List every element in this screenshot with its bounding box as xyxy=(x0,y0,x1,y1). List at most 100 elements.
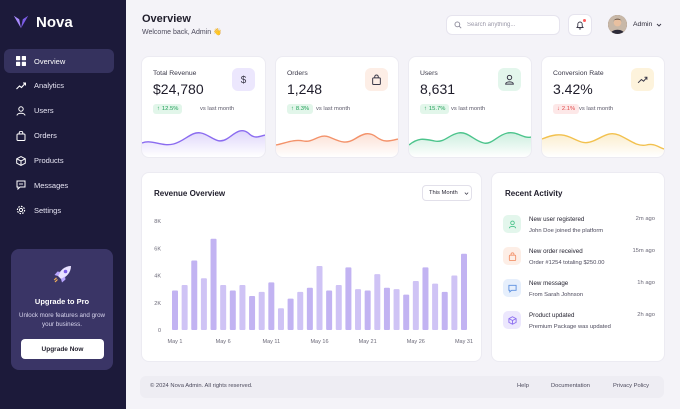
gear-icon xyxy=(16,206,26,215)
sidebar-nav: Overview Analytics Users Orders Products… xyxy=(4,49,114,223)
chat-icon xyxy=(503,279,521,297)
stat-card-revenue: Total Revenue $24,780 ↑ 12.5% vs last mon… xyxy=(141,56,266,158)
activity-item[interactable]: Product updated Premium Package was upda… xyxy=(503,311,655,339)
revenue-bar[interactable] xyxy=(393,289,400,330)
sidebar-item-label: Orders xyxy=(34,131,57,141)
stat-comparison: vs last month xyxy=(316,106,351,112)
revenue-bar[interactable] xyxy=(306,287,313,330)
brand[interactable]: Nova xyxy=(12,13,73,31)
search-input[interactable] xyxy=(467,22,557,28)
revenue-bar[interactable] xyxy=(461,253,467,330)
user-icon xyxy=(16,106,26,116)
revenue-bar[interactable] xyxy=(239,285,246,330)
period-select-value: This Month xyxy=(429,190,458,196)
revenue-bar[interactable] xyxy=(451,275,458,331)
revenue-bar[interactable] xyxy=(229,290,236,330)
page-title: Overview xyxy=(142,13,191,25)
chevron-down-icon[interactable] xyxy=(656,22,662,28)
user-name[interactable]: Admin xyxy=(633,21,653,28)
revenue-bar[interactable] xyxy=(374,274,381,330)
revenue-bar[interactable] xyxy=(258,291,265,330)
revenue-bar[interactable] xyxy=(200,278,207,330)
user-icon xyxy=(498,68,521,91)
revenue-bar[interactable] xyxy=(287,298,294,330)
notifications-button[interactable] xyxy=(568,14,592,36)
stat-change: 2.1% xyxy=(561,106,576,112)
footer-link-help[interactable]: Help xyxy=(517,383,529,389)
footer-link-documentation[interactable]: Documentation xyxy=(551,383,590,389)
revenue-bar[interactable] xyxy=(412,280,419,330)
avatar-image xyxy=(608,15,627,34)
revenue-bar[interactable] xyxy=(422,267,429,330)
y-tick-label: 8K xyxy=(154,219,161,225)
revenue-bar[interactable] xyxy=(316,265,323,330)
stat-change-badge: ↑ 8.3% xyxy=(287,104,314,114)
activity-item[interactable]: New order received Order #1254 totaling … xyxy=(503,247,655,275)
arrow-down-icon: ↓ xyxy=(557,106,560,112)
revenue-bar[interactable] xyxy=(249,295,256,330)
sidebar-item-products[interactable]: Products xyxy=(4,149,114,173)
sidebar-item-users[interactable]: Users xyxy=(4,99,114,123)
activity-description: John Doe joined the platform xyxy=(529,228,604,234)
sidebar-item-overview[interactable]: Overview xyxy=(4,49,114,73)
y-tick-label: 0 xyxy=(158,328,161,334)
x-tick-label: May 16 xyxy=(310,339,328,345)
footer: © 2024 Nova Admin. All rights reserved. … xyxy=(140,376,664,398)
revenue-bar[interactable] xyxy=(277,308,284,330)
revenue-bar[interactable] xyxy=(172,290,178,330)
revenue-bar[interactable] xyxy=(355,289,362,330)
sidebar-item-label: Users xyxy=(34,106,54,116)
revenue-overview-card: Revenue Overview This Month 0 2K 4K 6K 8K May… xyxy=(141,172,482,362)
revenue-bar[interactable] xyxy=(326,290,333,330)
chat-icon xyxy=(16,180,26,191)
revenue-bar[interactable] xyxy=(181,285,188,330)
revenue-bar[interactable] xyxy=(364,290,371,330)
stat-value: $24,780 xyxy=(153,81,204,97)
revenue-bar[interactable] xyxy=(441,291,448,330)
search-box[interactable] xyxy=(446,15,560,35)
revenue-bar[interactable] xyxy=(335,285,342,330)
bag-icon xyxy=(16,130,26,141)
box-icon xyxy=(16,155,26,166)
brand-name: Nova xyxy=(36,13,73,31)
sidebar-item-settings[interactable]: Settings xyxy=(4,198,114,222)
activity-item[interactable]: New message From Sarah Johnson 1h ago xyxy=(503,279,655,307)
trend-icon xyxy=(631,68,654,91)
stat-change-badge: ↑ 15.7% xyxy=(420,104,450,114)
sidebar-item-orders[interactable]: Orders xyxy=(4,124,114,148)
stat-change: 15.7% xyxy=(428,106,446,112)
stat-card-conversion: Conversion Rate 3.42% ↓ 2.1% vs last mont… xyxy=(541,56,665,158)
revenue-bar[interactable] xyxy=(191,260,198,330)
arrow-up-icon: ↑ xyxy=(424,106,427,112)
x-tick-label: May 21 xyxy=(359,339,377,345)
activity-item[interactable]: New user registered John Doe joined the … xyxy=(503,215,655,243)
revenue-bar[interactable] xyxy=(403,294,410,330)
revenue-bar[interactable] xyxy=(268,282,275,330)
avatar[interactable] xyxy=(608,15,627,34)
period-select[interactable]: This Month xyxy=(422,185,472,201)
bell-icon xyxy=(576,21,584,30)
upgrade-now-button[interactable]: Upgrade Now xyxy=(21,339,104,359)
grid-icon xyxy=(16,56,26,66)
arrow-up-icon: ↑ xyxy=(157,106,160,112)
revenue-bar[interactable] xyxy=(297,291,304,330)
revenue-bar[interactable] xyxy=(345,267,352,330)
stat-label: Total Revenue xyxy=(153,70,197,77)
x-tick-label: May 1 xyxy=(168,339,183,345)
sidebar-item-analytics[interactable]: Analytics xyxy=(4,74,114,98)
chevron-down-icon xyxy=(464,191,469,195)
footer-link-privacy[interactable]: Privacy Policy xyxy=(613,383,650,389)
stat-card-orders: Orders 1,248 ↑ 8.3% vs last month xyxy=(275,56,399,158)
revenue-bar[interactable] xyxy=(432,283,439,330)
revenue-bar[interactable] xyxy=(220,285,227,330)
rocket-icon xyxy=(53,266,71,283)
revenue-bar[interactable] xyxy=(210,238,217,330)
revenue-bar[interactable] xyxy=(383,287,390,330)
sidebar-item-label: Products xyxy=(34,156,64,166)
revenue-bar-chart: 0 2K 4K 6K 8K May 1 May 6 May 11 May 16 May 21 May… xyxy=(154,219,473,345)
footer-copyright: © 2024 Nova Admin. All rights reserved. xyxy=(150,383,253,389)
sidebar-item-messages[interactable]: Messages xyxy=(4,173,114,197)
activity-description: From Sarah Johnson xyxy=(529,292,584,298)
upgrade-card: Upgrade to Pro Unlock more features and … xyxy=(11,249,113,370)
arrow-up-icon: ↑ xyxy=(291,106,294,112)
